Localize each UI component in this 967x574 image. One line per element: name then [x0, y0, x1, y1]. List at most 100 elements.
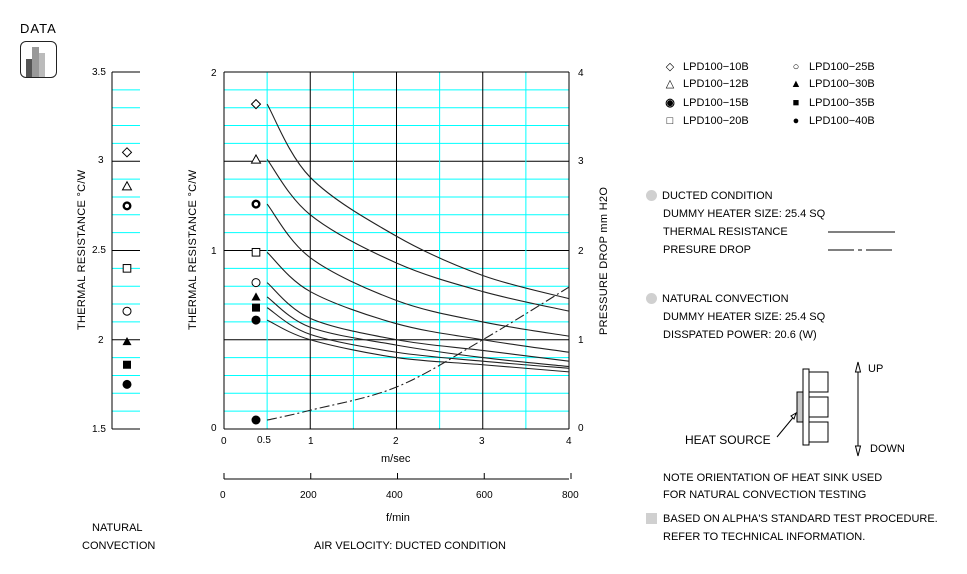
open-triangle-icon: △ [665, 78, 675, 90]
legend-item-12b: △ LPD100−12B [663, 77, 749, 91]
legend-label: LPD100−15B [683, 97, 749, 109]
pressure-drop-curve [267, 286, 570, 421]
LPD100-12B-marker [250, 153, 262, 164]
nat-caption-line1: NATURAL [92, 522, 143, 534]
up-label: UP [868, 363, 884, 375]
x-tick-ms: 0.5 [257, 435, 271, 446]
open-diamond-icon: ◇ [665, 61, 675, 73]
down-label: DOWN [870, 443, 905, 455]
LPD100-12B-marker [121, 180, 133, 191]
dissipated-power: DISSPATED POWER: 20.6 (W) [663, 329, 817, 341]
filled-circle-icon: ● [792, 115, 800, 127]
x-axis-label-ms: m/sec [381, 453, 411, 465]
thermal-resistance-curve [266, 319, 570, 373]
bullet-square-icon [646, 513, 657, 524]
thermal-resistance-curve [266, 159, 570, 312]
LPD100-30B-marker [122, 337, 132, 346]
legend-item-30b: ▲ LPD100−30B [789, 77, 875, 91]
nat-caption-line2: CONVECTION [82, 540, 156, 552]
orientation-note-1: NOTE ORIENTATION OF HEAT SINK USED [663, 472, 883, 484]
ducted-title: DUCTED CONDITION [662, 190, 773, 202]
LPD100-10B-marker [121, 147, 133, 158]
thermal-resistance-curve [266, 296, 570, 368]
x-tick-fpm: 0 [220, 490, 226, 501]
ducted-caption: AIR VELOCITY: DUCTED CONDITION [314, 540, 506, 552]
legend-label: LPD100−25B [809, 61, 875, 73]
legend-item-15b: ◉ LPD100−15B [663, 96, 749, 110]
ducted-y-right-tick: 3 [578, 156, 584, 167]
x-tick-ms: 1 [308, 436, 314, 447]
filled-square-icon: ■ [792, 97, 800, 109]
legend-label: LPD100−20B [683, 115, 749, 127]
natural-heater-size: DUMMY HEATER SIZE: 25.4 SQ [663, 311, 826, 323]
natural-title: NATURAL CONVECTION [662, 293, 789, 305]
data-label: DATA [20, 21, 57, 36]
LPD100-25B-marker [122, 306, 132, 316]
LPD100-15B-marker [251, 199, 261, 209]
nat-y-tick: 3 [98, 155, 104, 166]
pressure-drop-start-marker [251, 415, 261, 425]
x-tick-ms: 4 [566, 436, 572, 447]
x-tick-fpm: 600 [476, 490, 493, 501]
nat-y-tick: 3.5 [92, 67, 106, 78]
nat-y-tick: 1.5 [92, 424, 106, 435]
pressure-drop-key: PRESURE DROP [663, 244, 752, 256]
ducted-y-tick: 0 [211, 423, 217, 434]
bullet-icon [646, 190, 657, 201]
LPD100-15B-marker [122, 201, 132, 211]
x-tick-fpm: 800 [562, 490, 579, 501]
LPD100-35B-marker [123, 360, 131, 369]
thermal-resistance-key: THERMAL RESISTANCE [663, 226, 788, 238]
bar-chart-icon [20, 41, 57, 78]
ducted-y-right-tick: 1 [578, 335, 584, 346]
thermal-resistance-curve [266, 251, 570, 353]
legend-item-40b: ● LPD100−40B [789, 114, 875, 128]
legend-item-35b: ■ LPD100−35B [789, 96, 875, 110]
thermal-resistance-curve [266, 103, 570, 300]
procedure-note-2: REFER TO TECHNICAL INFORMATION. [663, 531, 866, 543]
legend-label: LPD100−40B [809, 115, 875, 127]
LPD100-20B-marker [122, 264, 132, 273]
x-tick-fpm: 200 [300, 490, 317, 501]
legend-item-25b: ○ LPD100−25B [789, 60, 875, 74]
ducted-y-right-tick: 2 [578, 246, 584, 257]
thermal-resistance-curve [266, 307, 570, 369]
ducted-y-tick: 2 [211, 68, 217, 79]
legend-label: LPD100−12B [683, 78, 749, 90]
open-circle-icon: ○ [792, 61, 800, 73]
open-square-icon: □ [666, 115, 674, 127]
LPD100-35B-marker [252, 303, 260, 312]
LPD100-30B-marker [251, 292, 261, 301]
LPD100-25B-marker [251, 278, 261, 288]
x-tick-ms: 0 [221, 436, 227, 447]
ducted-y-tick: 1 [211, 246, 217, 257]
heat-source-block [796, 391, 804, 423]
x-tick-ms: 2 [393, 436, 399, 447]
ducted-heater-size: DUMMY HEATER SIZE: 25.4 SQ [663, 208, 826, 220]
legend-item-20b: □ LPD100−20B [663, 114, 749, 128]
LPD100-20B-marker [251, 247, 261, 257]
thermal-resistance-curve [266, 203, 570, 337]
legend-label: LPD100−35B [809, 97, 875, 109]
legend-label: LPD100−30B [809, 78, 875, 90]
x-tick-fpm: 400 [386, 490, 403, 501]
legend-label: LPD100−10B [683, 61, 749, 73]
heat-sink-diagram [776, 368, 829, 446]
bold-ring-icon: ◉ [665, 97, 675, 109]
x-axis-label-fpm: f/min [386, 512, 410, 524]
procedure-note-1: BASED ON ALPHA'S STANDARD TEST PROCEDURE… [663, 513, 938, 525]
up-down-arrow-icon [854, 361, 862, 457]
LPD100-40B-marker [251, 315, 261, 325]
filled-triangle-icon: ▲ [790, 78, 802, 90]
ducted-y-right-tick: 4 [578, 68, 584, 79]
legend-item-10b: ◇ LPD100−10B [663, 60, 749, 74]
LPD100-10B-marker [250, 98, 262, 110]
thermal-resistance-curve [266, 282, 570, 362]
nat-y-tick: 2 [98, 335, 104, 346]
bullet-icon [646, 293, 657, 304]
orientation-note-2: FOR NATURAL CONVECTION TESTING [663, 489, 867, 501]
nat-y-tick: 2.5 [92, 245, 106, 256]
x-tick-ms: 3 [479, 436, 485, 447]
